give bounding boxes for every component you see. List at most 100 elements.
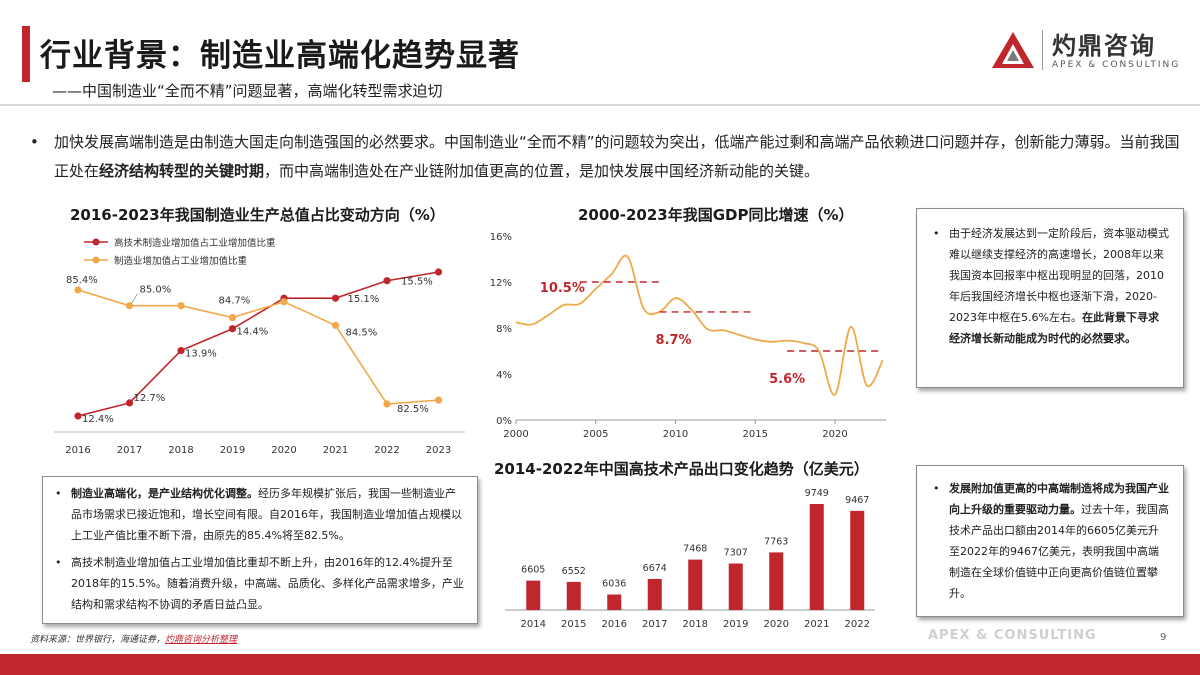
gdp-commentary-text: 由于经济发展达到一定阶段后，资本驱动模式难以继续支撑经济的高速增长，2008年以… [949,227,1169,324]
data-point [331,321,340,329]
company-logo: 灼鼎咨询 APEX & CONSULTING [990,26,1190,76]
data-label: 15.1% [348,294,380,305]
x-tick-label: 2017 [117,445,142,456]
bar-value-label: 6674 [643,563,667,574]
data-label: 82.5% [397,404,429,415]
chart1-title: 2016-2023年我国制造业生产总值占比变动方向（%） [70,206,445,224]
data-point [383,400,391,408]
bar-value-label: 6605 [521,565,545,576]
median-label: 5.6% [769,372,805,387]
export-commentary-text: 过去十年，我国高技术产品出口额由2014年的6605亿美元升至2022年的946… [949,503,1169,600]
median-label: 8.7% [656,333,692,348]
bar-value-label: 9749 [805,488,829,499]
data-label: 84.5% [346,327,378,338]
source-prefix: 资料来源：世界银行，海通证券， [30,635,166,645]
data-label: 12.4% [82,414,114,425]
bullet-dot: • [55,487,62,500]
gdp-commentary-box: • 由于经济发展达到一定阶段后，资本驱动模式难以继续支撑经济的高速增长，2008年… [916,208,1184,388]
x-tick-label: 2005 [583,429,608,440]
source-note: 资料来源：世界银行，海通证券，灼鼎咨询分析整理 [30,632,237,645]
x-tick-label: 2014 [521,619,546,630]
x-tick-label: 2022 [374,445,399,456]
footer-watermark: APEX & CONSULTING [928,628,1097,643]
x-tick-label: 2021 [804,619,829,630]
export-commentary-box: • 发展附加值更高的中高端制造将成为我国产业向上升级的重要驱动力量。过去十年，我国… [916,465,1184,617]
bar [809,504,824,610]
manufacturing-share-chart: 2016 2017 2018 2019 2020 2021 2022 2023 高技术制造业增加… [54,237,465,456]
gdp-growth-line [515,254,884,396]
bar [728,563,743,610]
data-point [331,294,340,302]
data-point [228,325,237,333]
median-label: 10.5% [540,281,585,296]
data-point [74,412,82,420]
data-point [125,399,134,407]
x-tick-label: 2020 [764,619,789,630]
bar [647,578,662,610]
source-link[interactable]: 灼鼎咨询分析整理 [165,635,238,645]
label-leader-line [131,293,138,304]
data-point [228,313,237,322]
logo-name-en: APEX & CONSULTING [1052,60,1181,70]
x-tick-label: 2018 [683,619,708,630]
x-tick-label: 2020 [822,429,847,440]
x-tick-label: 2021 [323,445,348,456]
bar [607,594,622,610]
bar-value-label: 9467 [845,495,869,506]
legend-marker [92,238,100,246]
title-accent-bar [22,26,30,82]
intro-paragraph: • 加快发展高端制造是由制造大国走向制造强国的必然要求。中国制造业“全而不精”的… [30,128,1180,186]
hitech-export-chart: 6605 2014 6552 2015 6036 2016 6674 2017 7468 2018… [505,488,875,630]
intro-bullet: • [30,133,39,151]
bar-value-label: 7307 [724,548,748,559]
legend-marker [92,256,100,264]
data-point [177,302,185,310]
mfg-point2-text: 高技术制造业增加值占工业增加值比重却不断上升，由2016年的12.4%提升至20… [71,556,464,611]
bar [688,559,703,610]
chart3-title: 2014-2022年中国高技术产品出口变化趋势（亿美元） [494,460,869,478]
bullet-dot: • [55,556,62,569]
export-commentary-bold: 发展附加值更高的中高端制造将成为我国产业向上升级的重要驱动力量。 [949,482,1169,516]
data-point [434,268,443,276]
page-title: 行业背景：制造业高端化趋势显著 [40,38,520,74]
y-tick-label: 0% [496,416,512,427]
x-tick-label: 2023 [426,445,451,456]
page-subtitle: ——中国制造业“全而不精”问题显著，高端化转型需求迫切 [52,82,443,100]
data-label: 84.7% [219,296,251,307]
logo-triangle-icon [992,32,1034,68]
bar-value-label: 6036 [602,578,626,589]
data-point [383,277,391,285]
legend-label: 高技术制造业增加值占工业增加值比重 [114,237,276,249]
logo-separator [1042,30,1043,70]
x-tick-label: 2015 [561,619,586,630]
x-tick-label: 2019 [723,619,748,630]
intro-text-bold: 经济结构转型的关键时期 [99,162,265,180]
x-tick-label: 2016 [65,445,90,456]
data-label: 15.5% [401,277,433,288]
x-tick-label: 2016 [602,619,627,630]
page-number: 9 [1160,632,1167,643]
data-point [434,396,443,404]
header-divider [0,104,1200,106]
bullet-dot: • [933,227,940,240]
data-point [177,346,185,355]
data-label: 14.4% [237,327,269,338]
intro-text-1: 加快发展高端制造是由制造大国走向制造强国的必然要求。中国制造业“全而不精”的问题… [54,133,1180,180]
x-tick-label: 2017 [642,619,667,630]
data-point [125,302,134,310]
x-tick-label: 2010 [663,429,688,440]
data-label: 13.9% [185,349,217,360]
x-tick-label: 2022 [845,619,870,630]
logo-name-cn: 灼鼎咨询 [1052,32,1156,60]
intro-text-2: ，而中高端制造处在产业链附加值更高的位置，是加快发展中国经济新动能的关键。 [264,162,820,180]
bullet-dot: • [933,482,940,495]
x-tick-label: 2015 [742,429,767,440]
x-tick-label: 2000 [503,429,528,440]
bar [769,552,784,610]
gdp-commentary-bold: 在此背景下寻求经济增长新动能成为时代的必然要求。 [949,311,1159,345]
y-tick-label: 16% [490,232,512,243]
data-label: 85.4% [66,275,98,286]
series-line [77,289,439,405]
mfg-point1-bold: 制造业高端化，是产业结构优化调整。 [71,487,258,500]
data-label: 85.0% [140,285,172,296]
